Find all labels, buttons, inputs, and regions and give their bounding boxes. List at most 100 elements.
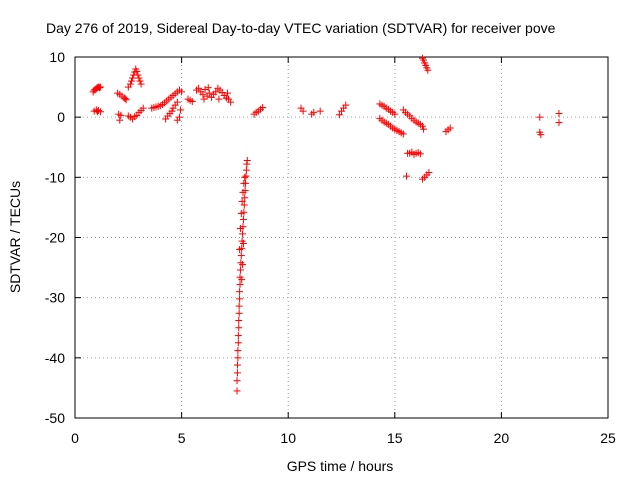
data-point	[403, 172, 411, 180]
data-point	[299, 107, 307, 115]
data-point	[234, 339, 242, 347]
data-point	[236, 280, 244, 288]
data-point	[342, 101, 350, 109]
data-point	[555, 119, 563, 127]
data-point	[236, 246, 244, 254]
data-point	[235, 324, 243, 332]
data-point	[310, 108, 318, 116]
data-point	[316, 107, 324, 115]
data-point	[195, 84, 203, 92]
data-point	[139, 104, 147, 112]
x-tick-label: 10	[280, 430, 296, 446]
data-point	[236, 224, 244, 232]
data-point	[237, 252, 245, 260]
data-point	[173, 98, 181, 106]
y-tick-label: 0	[57, 109, 65, 125]
data-point	[97, 83, 105, 91]
data-point	[420, 125, 428, 133]
data-point	[212, 88, 220, 96]
y-tick-label: -20	[45, 230, 65, 246]
data-point	[233, 361, 241, 369]
chart-title: Day 276 of 2019, Sidereal Day-to-day VTE…	[46, 20, 556, 36]
data-point	[122, 96, 130, 104]
data-point	[241, 173, 249, 181]
data-point	[239, 215, 247, 223]
data-point	[223, 89, 231, 97]
y-tick-label: -30	[45, 290, 65, 306]
data-point	[135, 74, 143, 82]
x-tick-labels: 0 5 10 15 20 25	[71, 430, 616, 446]
data-point	[239, 230, 247, 238]
data-point	[446, 124, 454, 132]
x-axis-label: GPS time / hours	[287, 458, 394, 474]
data-point	[177, 106, 185, 114]
data-point	[126, 80, 134, 88]
data-point	[121, 95, 129, 103]
data-point	[237, 209, 245, 217]
x-tick-label: 0	[71, 430, 79, 446]
data-point	[242, 166, 250, 174]
data-point	[199, 90, 207, 98]
data-point	[420, 56, 428, 64]
data-point	[178, 88, 186, 96]
y-tick-label: 10	[49, 49, 65, 65]
data-point	[243, 156, 251, 164]
data-point	[97, 108, 105, 116]
y-tick-labels: -50 -40 -30 -20 -10 0 10	[45, 49, 65, 426]
data-point	[237, 259, 245, 267]
data-point	[399, 130, 407, 138]
y-tick-label: -10	[45, 169, 65, 185]
y-tick-label: -50	[45, 410, 65, 426]
data-point	[239, 261, 247, 269]
data-point	[238, 276, 246, 284]
y-tick-label: -40	[45, 350, 65, 366]
data-point	[168, 107, 176, 115]
data-point	[239, 188, 247, 196]
data-point	[240, 179, 248, 187]
data-point	[235, 302, 243, 310]
data-point	[259, 104, 267, 112]
data-point	[234, 354, 242, 362]
data-points	[89, 54, 563, 395]
axis-ticks	[74, 56, 609, 419]
x-tick-label: 15	[387, 430, 403, 446]
data-point	[204, 84, 212, 92]
data-point	[242, 172, 250, 180]
x-tick-label: 25	[600, 430, 616, 446]
data-point	[391, 110, 399, 118]
data-point	[537, 131, 545, 139]
data-point	[136, 77, 144, 85]
data-point	[241, 194, 249, 202]
data-point	[335, 111, 343, 119]
data-point	[235, 317, 243, 325]
data-point	[173, 116, 181, 124]
data-point	[137, 80, 145, 88]
data-point	[234, 347, 242, 355]
data-point	[96, 84, 104, 92]
data-point	[233, 377, 241, 385]
data-point	[424, 66, 432, 74]
data-point	[536, 113, 544, 121]
data-point	[201, 85, 209, 93]
data-point	[240, 201, 248, 209]
data-point	[235, 309, 243, 317]
data-point	[233, 387, 241, 395]
data-point	[234, 332, 242, 340]
data-point	[239, 240, 247, 248]
data-point	[134, 71, 142, 79]
x-tick-label: 5	[178, 430, 186, 446]
data-point	[133, 67, 141, 75]
data-point	[236, 288, 244, 296]
data-point	[215, 95, 223, 103]
data-point	[200, 95, 208, 103]
data-point	[555, 110, 563, 118]
data-point	[419, 122, 427, 130]
data-point	[238, 197, 246, 205]
data-point	[129, 74, 137, 82]
data-point	[419, 54, 427, 62]
data-point	[416, 150, 424, 158]
data-point	[188, 98, 196, 106]
data-point	[425, 169, 433, 177]
